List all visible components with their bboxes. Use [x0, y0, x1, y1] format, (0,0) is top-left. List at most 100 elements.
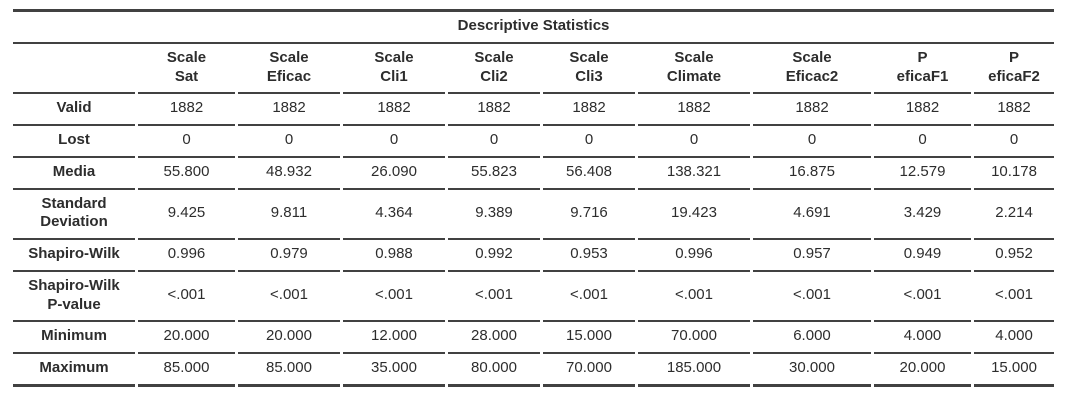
table-cell: 56.408	[543, 158, 635, 190]
page: Descriptive Statistics Scale Sat Scale Ef…	[0, 9, 1067, 417]
table-row: Lost 0 0 0 0 0 0 0 0 0	[13, 126, 1055, 158]
table-cell: 85.000	[238, 354, 340, 387]
table-cell: 10.178	[974, 158, 1055, 190]
table-cell: 19.423	[638, 190, 750, 240]
table-cell: 1882	[343, 94, 445, 126]
row-label: Media	[13, 158, 135, 190]
table-cell: <.001	[448, 272, 540, 323]
row-label: Shapiro-Wilk	[13, 240, 135, 272]
table-cell: <.001	[343, 272, 445, 323]
column-header: Scale Climate	[638, 44, 750, 95]
column-header: Scale Cli2	[448, 44, 540, 95]
table-cell: 9.716	[543, 190, 635, 240]
table-row: Valid 1882 1882 1882 1882 1882 1882 1882 1882 188…	[13, 94, 1055, 126]
table-cell: 1882	[448, 94, 540, 126]
table-cell: 0	[874, 126, 971, 158]
table-cell: 0	[974, 126, 1055, 158]
table-cell: 9.425	[138, 190, 235, 240]
table-cell: 20.000	[874, 354, 971, 387]
column-header: Scale Cli1	[343, 44, 445, 95]
table-cell: 30.000	[753, 354, 871, 387]
table-cell: 1882	[638, 94, 750, 126]
table-cell: 0	[238, 126, 340, 158]
table-cell: 12.000	[343, 322, 445, 354]
row-label: Maximum	[13, 354, 135, 387]
table-cell: 70.000	[543, 354, 635, 387]
table-cell: 3.429	[874, 190, 971, 240]
column-header: Scale Cli3	[543, 44, 635, 95]
table-cell: <.001	[874, 272, 971, 323]
column-header: Scale Sat	[138, 44, 235, 95]
table-cell: 1882	[974, 94, 1055, 126]
table-cell: <.001	[974, 272, 1055, 323]
table-cell: 0	[753, 126, 871, 158]
table-cell: 20.000	[138, 322, 235, 354]
table-cell: 15.000	[974, 354, 1055, 387]
table-cell: 35.000	[343, 354, 445, 387]
table-cell: 4.691	[753, 190, 871, 240]
table-cell: 85.000	[138, 354, 235, 387]
table-cell: 80.000	[448, 354, 540, 387]
table-title: Descriptive Statistics	[13, 9, 1055, 44]
table-cell: <.001	[753, 272, 871, 323]
table-cell: 55.800	[138, 158, 235, 190]
table-cell: 1882	[238, 94, 340, 126]
table-cell: 28.000	[448, 322, 540, 354]
row-label: Minimum	[13, 322, 135, 354]
table-cell: 0.996	[638, 240, 750, 272]
table-row: Standard Deviation 9.425 9.811 4.364 9.389 9.…	[13, 190, 1055, 240]
table-cell: 4.364	[343, 190, 445, 240]
table-cell: 0	[448, 126, 540, 158]
table-cell: 185.000	[638, 354, 750, 387]
table-row: Shapiro-Wilk 0.996 0.979 0.988 0.992 0.953 0.9…	[13, 240, 1055, 272]
column-header: P eficaF1	[874, 44, 971, 95]
table-cell: 0.979	[238, 240, 340, 272]
row-label: Shapiro-Wilk P-value	[13, 272, 135, 323]
table-row: Shapiro-Wilk P-value <.001 <.001 <.001 <.001…	[13, 272, 1055, 323]
table-cell: 0.988	[343, 240, 445, 272]
table-cell: 138.321	[638, 158, 750, 190]
table-body: Valid 1882 1882 1882 1882 1882 1882 1882 1882 188…	[13, 94, 1055, 387]
table-cell: 0.952	[974, 240, 1055, 272]
table-cell: 70.000	[638, 322, 750, 354]
table-cell: 12.579	[874, 158, 971, 190]
table-cell: 0.996	[138, 240, 235, 272]
table-cell: 1882	[753, 94, 871, 126]
table-cell: <.001	[638, 272, 750, 323]
table-cell: 1882	[543, 94, 635, 126]
table-cell: 4.000	[874, 322, 971, 354]
table-cell: 2.214	[974, 190, 1055, 240]
table-cell: 0	[543, 126, 635, 158]
title-row: Descriptive Statistics	[13, 9, 1055, 44]
header-row: Scale Sat Scale Eficac Scale Cli1 Scale Cli…	[13, 44, 1055, 95]
corner-cell	[13, 44, 135, 95]
table-row: Maximum 85.000 85.000 35.000 80.000 70.000 185…	[13, 354, 1055, 387]
column-header: Scale Eficac2	[753, 44, 871, 95]
table-cell: 26.090	[343, 158, 445, 190]
descriptive-statistics-table: Descriptive Statistics Scale Sat Scale Ef…	[10, 9, 1057, 387]
column-header: Scale Eficac	[238, 44, 340, 95]
table-cell: 9.389	[448, 190, 540, 240]
table-cell: 0	[343, 126, 445, 158]
table-cell: 20.000	[238, 322, 340, 354]
table-cell: 0.992	[448, 240, 540, 272]
table-cell: 4.000	[974, 322, 1055, 354]
table-cell: <.001	[138, 272, 235, 323]
table-cell: 15.000	[543, 322, 635, 354]
table-row: Media 55.800 48.932 26.090 55.823 56.408 138.3…	[13, 158, 1055, 190]
table-cell: 16.875	[753, 158, 871, 190]
table-cell: 0	[638, 126, 750, 158]
row-label: Lost	[13, 126, 135, 158]
table-cell: 1882	[138, 94, 235, 126]
table-cell: 55.823	[448, 158, 540, 190]
table-cell: 0.953	[543, 240, 635, 272]
table-cell: 6.000	[753, 322, 871, 354]
table-cell: <.001	[543, 272, 635, 323]
column-header: P eficaF2	[974, 44, 1055, 95]
table-cell: <.001	[238, 272, 340, 323]
table-cell: 0.949	[874, 240, 971, 272]
table-row: Minimum 20.000 20.000 12.000 28.000 15.000 70.…	[13, 322, 1055, 354]
table-cell: 9.811	[238, 190, 340, 240]
row-label: Standard Deviation	[13, 190, 135, 240]
table-cell: 0	[138, 126, 235, 158]
